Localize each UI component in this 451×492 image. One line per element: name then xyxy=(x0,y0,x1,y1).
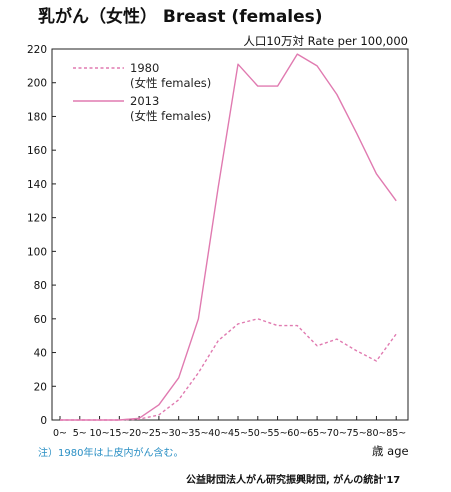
x-tick-label: 30~ xyxy=(169,428,189,439)
unit-label: 人口10万対 Rate per 100,000 xyxy=(243,34,408,48)
x-tick-label: 60~ xyxy=(287,428,307,439)
x-tick-label: 65~ xyxy=(307,428,327,439)
y-tick-label: 200 xyxy=(27,78,47,90)
x-tick-label: 50~ xyxy=(248,428,268,439)
y-tick-label: 20 xyxy=(34,381,47,393)
x-tick-label: 70~ xyxy=(327,428,347,439)
legend-label: 2013 xyxy=(130,94,159,108)
x-axis: 0~ 5~ 10~ 15~ 20~ 25~ 30~ 35~ 40~ 45~ 50~ 55~ 60~ 65~… xyxy=(53,416,406,439)
chart-title: 乳がん（女性） Breast (females) xyxy=(38,6,323,27)
y-tick-label: 80 xyxy=(34,280,47,292)
x-tick-label: 20~ xyxy=(129,428,149,439)
x-tick-label: 10~ xyxy=(90,428,110,439)
x-tick-label: 45~ xyxy=(228,428,248,439)
y-tick-label: 100 xyxy=(27,246,47,258)
source-credit: 公益財団法人がん研究振興財団, がんの統計'17 xyxy=(186,473,400,486)
series-layer xyxy=(59,53,397,421)
x-tick-label: 40~ xyxy=(208,428,228,439)
y-tick-label: 120 xyxy=(27,213,47,225)
footnote: 注）1980年は上皮内がん含む。 xyxy=(38,446,183,459)
x-tick-label: 5~ xyxy=(73,428,87,439)
x-tick-label: 85~ xyxy=(386,428,406,439)
y-tick-label: 0 xyxy=(40,415,47,427)
y-tick-label: 160 xyxy=(27,145,47,157)
plot-frame xyxy=(51,48,409,421)
y-tick-label: 140 xyxy=(27,179,47,191)
y-tick-label: 40 xyxy=(34,348,47,360)
x-tick-label: 75~ xyxy=(347,428,367,439)
y-axis: 0 20 40 60 80 100 120 140 160 180 200 220 xyxy=(27,44,56,427)
x-tick-label: 15~ xyxy=(109,428,129,439)
x-tick-label: 0~ xyxy=(53,428,67,439)
series-line-1980 xyxy=(60,318,397,421)
y-tick-label: 220 xyxy=(27,44,47,56)
legend-label: (女性 females) xyxy=(130,76,211,90)
x-axis-label: 歳 age xyxy=(372,444,409,458)
legend-label: (女性 females) xyxy=(130,109,211,123)
x-tick-label: 55~ xyxy=(268,428,288,439)
x-tick-label: 80~ xyxy=(366,428,386,439)
x-tick-label: 35~ xyxy=(188,428,208,439)
y-tick-label: 60 xyxy=(34,314,47,326)
x-tick-label: 25~ xyxy=(149,428,169,439)
y-tick-label: 180 xyxy=(27,111,47,123)
legend: 1980(女性 females)2013(女性 females) xyxy=(73,61,211,123)
series-line-2013 xyxy=(60,53,397,421)
legend-label: 1980 xyxy=(130,61,159,75)
